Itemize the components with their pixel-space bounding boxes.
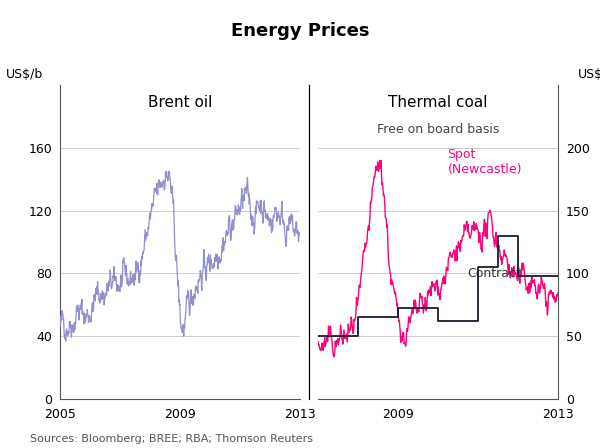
Text: Contract: Contract [467, 267, 521, 280]
Text: Spot
(Newcastle): Spot (Newcastle) [448, 148, 522, 176]
Text: Brent oil: Brent oil [148, 95, 212, 109]
Text: Thermal coal: Thermal coal [388, 95, 488, 109]
Text: Free on board basis: Free on board basis [377, 123, 499, 136]
Text: US$/t: US$/t [578, 68, 600, 81]
Text: US$/b: US$/b [6, 68, 43, 81]
Text: Sources: Bloomberg; BREE; RBA; Thomson Reuters: Sources: Bloomberg; BREE; RBA; Thomson R… [30, 434, 313, 444]
Text: Energy Prices: Energy Prices [231, 22, 369, 40]
